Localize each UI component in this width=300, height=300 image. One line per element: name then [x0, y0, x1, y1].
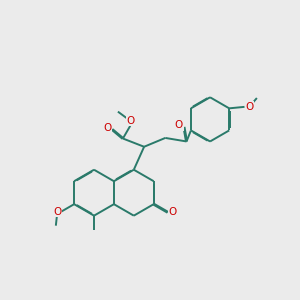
- Text: O: O: [169, 207, 177, 217]
- Text: O: O: [126, 116, 135, 126]
- Text: O: O: [53, 207, 61, 217]
- Text: O: O: [103, 123, 111, 133]
- Text: O: O: [245, 102, 253, 112]
- Text: O: O: [175, 121, 183, 130]
